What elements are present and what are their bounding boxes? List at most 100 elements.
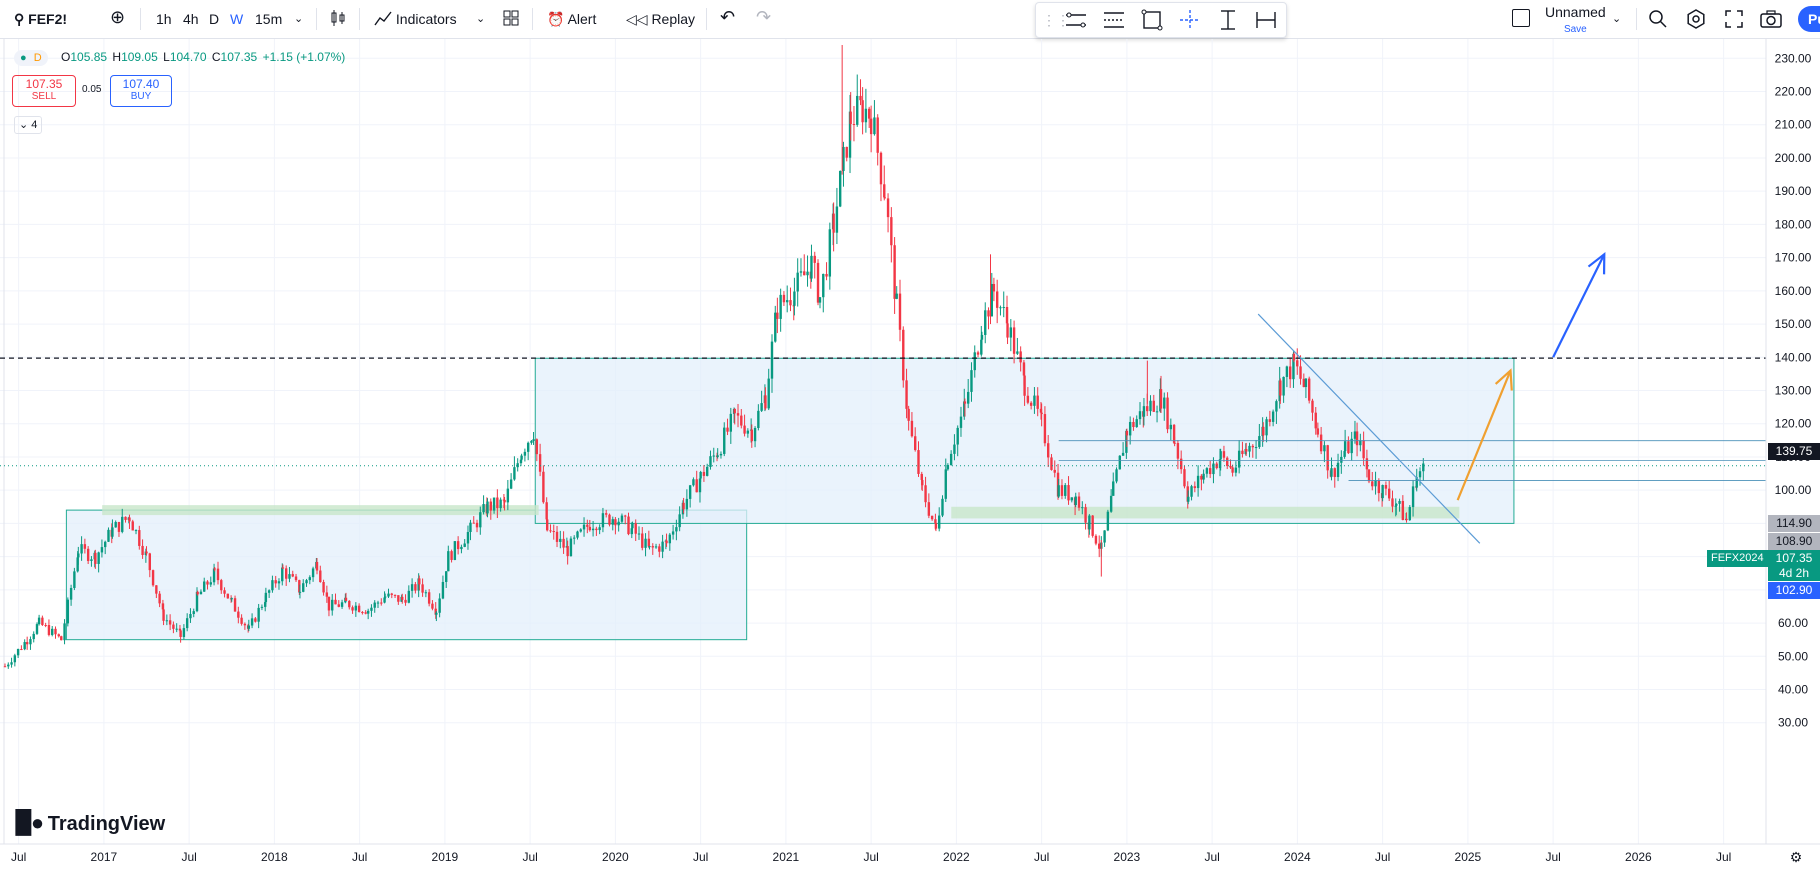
candle-body (1362, 440, 1365, 459)
chevron-down-icon[interactable]: ⌄ (476, 13, 486, 25)
candle-body (1118, 455, 1122, 470)
candle-body (990, 283, 994, 317)
candle-body (859, 95, 862, 101)
candle-body (466, 532, 470, 544)
candle-body (47, 625, 51, 635)
candle-body (1222, 451, 1226, 458)
buy-button[interactable]: 107.40 BUY (110, 75, 172, 107)
candles-icon[interactable] (329, 9, 347, 29)
add-symbol-icon[interactable]: ⊕ (110, 7, 126, 27)
candle-body (569, 538, 573, 557)
candle-body (213, 568, 216, 570)
crosshair-icon[interactable] (1178, 9, 1202, 31)
candle-body (992, 283, 996, 292)
candle-body (370, 607, 373, 611)
alert-button[interactable]: ⏰ Alert (547, 9, 596, 29)
candle-body (104, 541, 107, 548)
candle-body (1387, 488, 1391, 499)
alert-label: Alert (567, 11, 597, 27)
candle-body (825, 273, 828, 277)
tradingview-logo[interactable]: ▉● TradingView (16, 810, 165, 836)
rectangle-icon[interactable] (1140, 9, 1164, 31)
replay-button[interactable]: ◁◁ Replay (626, 9, 695, 29)
interval-15m[interactable]: 15m (255, 11, 283, 27)
candle-body (648, 546, 651, 548)
x-tick-label: Jul (1716, 850, 1731, 864)
candle-body (816, 262, 820, 303)
candle-body (588, 526, 592, 531)
candle-body (1333, 468, 1336, 477)
candle-body (77, 553, 80, 558)
drag-handle-icon[interactable]: ⋮⋮ (1042, 12, 1070, 28)
symbol-search[interactable]: ⚲ FEF2! (14, 9, 67, 29)
interval-1h[interactable]: 1h (156, 11, 172, 27)
candle-body (7, 664, 10, 667)
chevron-down-icon[interactable]: ⌄ (294, 13, 304, 25)
time-axis[interactable]: Jul 2017 Jul 2018 Jul 2019 Jul 2020 Jul 2021 Jul 20… (0, 843, 1820, 865)
candle-body (1163, 397, 1166, 409)
line-price-label[interactable]: 139.75 (1768, 443, 1820, 460)
interval-d[interactable]: D (209, 11, 220, 27)
candle-body (427, 592, 431, 604)
candle-body (1343, 441, 1347, 452)
candle-body (1394, 505, 1397, 507)
candle-body (366, 610, 370, 614)
interval-w[interactable]: W (230, 11, 244, 27)
level-label-upper-a[interactable]: 114.90 (1768, 515, 1820, 532)
date-range-icon[interactable] (1254, 9, 1278, 31)
layout-checkbox[interactable] (1512, 9, 1530, 29)
status-badge[interactable]: ● D (14, 50, 48, 66)
indicators-button[interactable]: Indicators (374, 9, 457, 29)
candle-body (678, 514, 681, 528)
candle-body (418, 578, 421, 585)
fullscreen-icon[interactable] (1724, 9, 1744, 29)
candle-body (591, 528, 595, 531)
redo-icon[interactable]: ↷ (756, 7, 772, 27)
candle-body (813, 255, 816, 263)
x-tick-label: 2022 (943, 850, 970, 864)
candle-body (479, 512, 482, 528)
candle-body (542, 471, 545, 503)
candle-body (450, 551, 453, 560)
level-label-upper-b[interactable]: 108.90 (1768, 533, 1820, 550)
candle-body (233, 598, 237, 612)
publish-button[interactable]: Pu (1798, 6, 1820, 32)
regression-channel-icon[interactable] (1102, 9, 1126, 31)
chevron-down-icon[interactable]: ⌄ (1612, 13, 1622, 25)
spread-value: 0.05 (82, 84, 102, 95)
level-label-lower[interactable]: 102.90 (1768, 582, 1820, 599)
candle-body (1057, 485, 1060, 497)
settings-icon[interactable] (1686, 9, 1706, 29)
indicators-collapse-toggle[interactable]: ⌄ 4 (14, 116, 43, 134)
price-chart[interactable]: 30.0040.0050.0060.0070.0080.0090.00100.0… (0, 18, 1820, 865)
low-label: L (163, 50, 170, 64)
candle-body (634, 523, 637, 534)
candle-body (538, 454, 542, 472)
y-tick-label: 160.00 (1775, 284, 1812, 298)
candle-body (1149, 400, 1152, 412)
candle-body (647, 538, 651, 547)
parallel-channel-icon[interactable] (1064, 9, 1088, 31)
candle-body (410, 584, 414, 591)
top-toolbar: ⚲ FEF2! ⊕ 1h 4h D W 15m ⌄ Indicators ⌄ ⏰… (0, 0, 1820, 39)
camera-icon[interactable] (1760, 9, 1782, 29)
sell-button[interactable]: 107.35 SELL (12, 75, 76, 107)
candle-body (463, 543, 466, 547)
candle-body (555, 531, 559, 542)
candle-body (966, 391, 970, 404)
candle-body (582, 524, 586, 530)
candle-body (631, 523, 634, 529)
chart-pane[interactable]: 30.0040.0050.0060.0070.0080.0090.00100.0… (0, 18, 1820, 865)
candle-body (698, 478, 702, 493)
templates-icon[interactable] (502, 9, 520, 29)
candle-body (1202, 473, 1205, 480)
undo-icon[interactable]: ↶ (720, 7, 736, 27)
candle-body (1258, 436, 1261, 448)
interval-4h[interactable]: 4h (183, 11, 199, 27)
quick-search-icon[interactable] (1648, 9, 1668, 29)
candle-body (959, 416, 963, 428)
layout-name-button[interactable]: Unnamed Save (1545, 5, 1606, 36)
candle-body (475, 522, 479, 528)
support-zone (951, 506, 1460, 519)
price-range-icon[interactable] (1216, 9, 1240, 31)
